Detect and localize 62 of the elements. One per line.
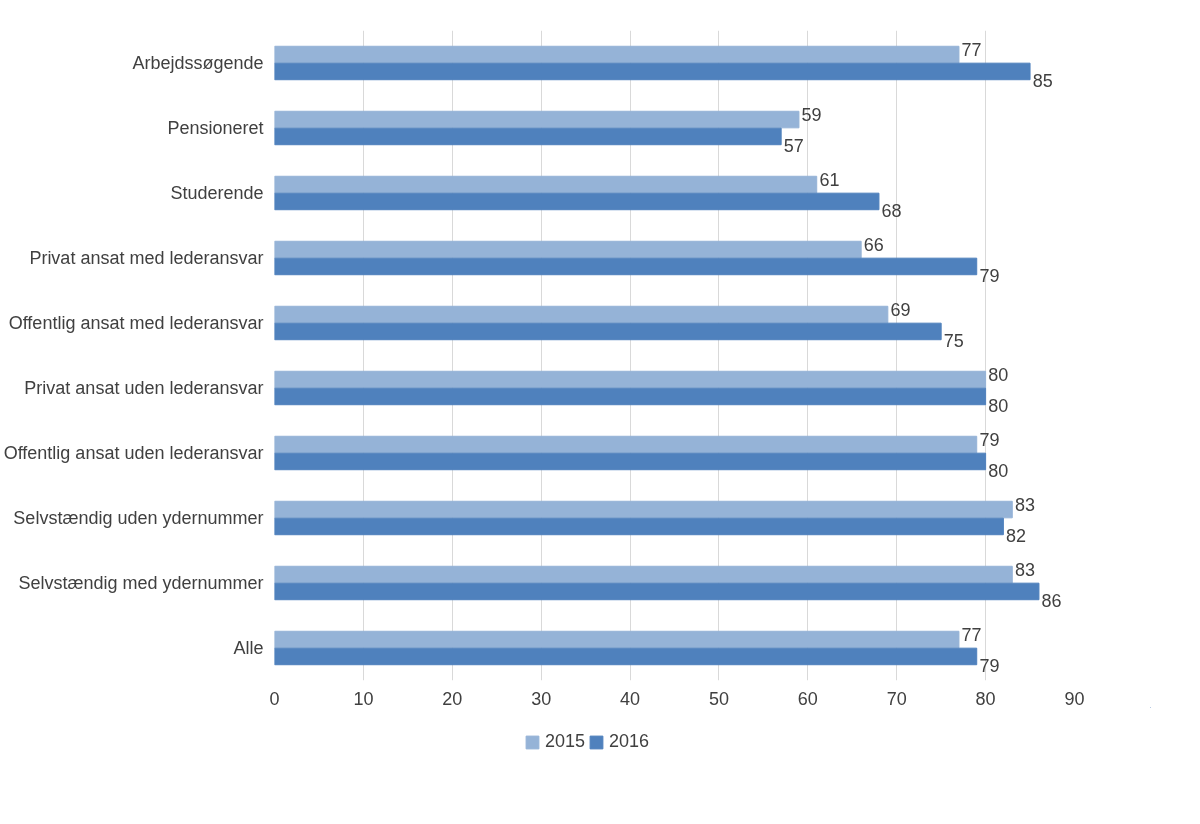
data-label: 85 (1032, 70, 1053, 91)
data-label: 77 (961, 625, 982, 646)
y-tick-label: Selvstændig med ydernummer (18, 573, 264, 593)
bar (274, 630, 960, 649)
y-tick-label: Pensioneret (167, 118, 264, 138)
bar (274, 387, 987, 406)
x-tick-label: 10 (353, 688, 374, 709)
bar (274, 435, 978, 454)
data-label: 80 (988, 365, 1009, 386)
x-tick-label: 20 (442, 688, 463, 709)
bar (274, 62, 1031, 81)
data-label: 75 (943, 330, 964, 351)
bar (274, 192, 880, 211)
x-tick-label: 80 (975, 688, 996, 709)
y-tick-label: Arbejdssøgende (132, 53, 264, 73)
bar (274, 517, 1004, 536)
data-label: 83 (1014, 495, 1035, 516)
data-label: 83 (1014, 560, 1035, 581)
legend-label: 2016 (609, 731, 650, 752)
data-label: 68 (881, 200, 902, 221)
bar (274, 127, 782, 146)
x-tick-label: 70 (886, 688, 907, 709)
x-tick-label: 0 (269, 688, 280, 709)
x-tick-label: 40 (620, 688, 641, 709)
y-tick-label: Privat ansat med lederansvar (29, 248, 264, 268)
data-label: 82 (1006, 525, 1027, 546)
data-label: 79 (979, 265, 1000, 286)
bar (274, 370, 987, 389)
bar (274, 322, 942, 341)
bar (274, 175, 818, 194)
x-tick-label: 50 (708, 688, 729, 709)
y-tick-label: Offentlig ansat uden lederansvar (3, 443, 264, 463)
x-tick-label: 60 (797, 688, 818, 709)
x-tick-label: 90 (1064, 688, 1085, 709)
y-tick-label: Studerende (170, 183, 264, 203)
bar (274, 500, 1013, 519)
bar (274, 565, 1013, 584)
data-label: 77 (961, 40, 982, 61)
y-tick-label: Privat ansat uden lederansvar (24, 378, 264, 398)
bar (274, 45, 960, 64)
bar (274, 110, 800, 129)
data-label: 86 (1041, 590, 1062, 611)
data-label: 79 (979, 655, 1000, 676)
data-label: 61 (819, 170, 840, 191)
data-label: 80 (988, 395, 1009, 416)
bar (274, 305, 889, 324)
data-label: 79 (979, 430, 1000, 451)
bar (274, 240, 862, 259)
bar (274, 452, 987, 471)
x-tick-label: 30 (531, 688, 552, 709)
data-label: 69 (890, 300, 911, 321)
data-label: 57 (783, 135, 804, 156)
bar (274, 647, 978, 666)
y-tick-label: Alle (233, 638, 264, 658)
legend-label: 2015 (545, 731, 586, 752)
y-tick-label: Selvstændig uden ydernummer (13, 508, 264, 528)
data-label: 66 (863, 235, 884, 256)
y-tick-label: Offentlig ansat med lederansvar (8, 313, 264, 333)
data-label: 59 (801, 105, 822, 126)
bar (274, 582, 1040, 601)
data-label: 80 (988, 460, 1009, 481)
bar (274, 257, 978, 276)
